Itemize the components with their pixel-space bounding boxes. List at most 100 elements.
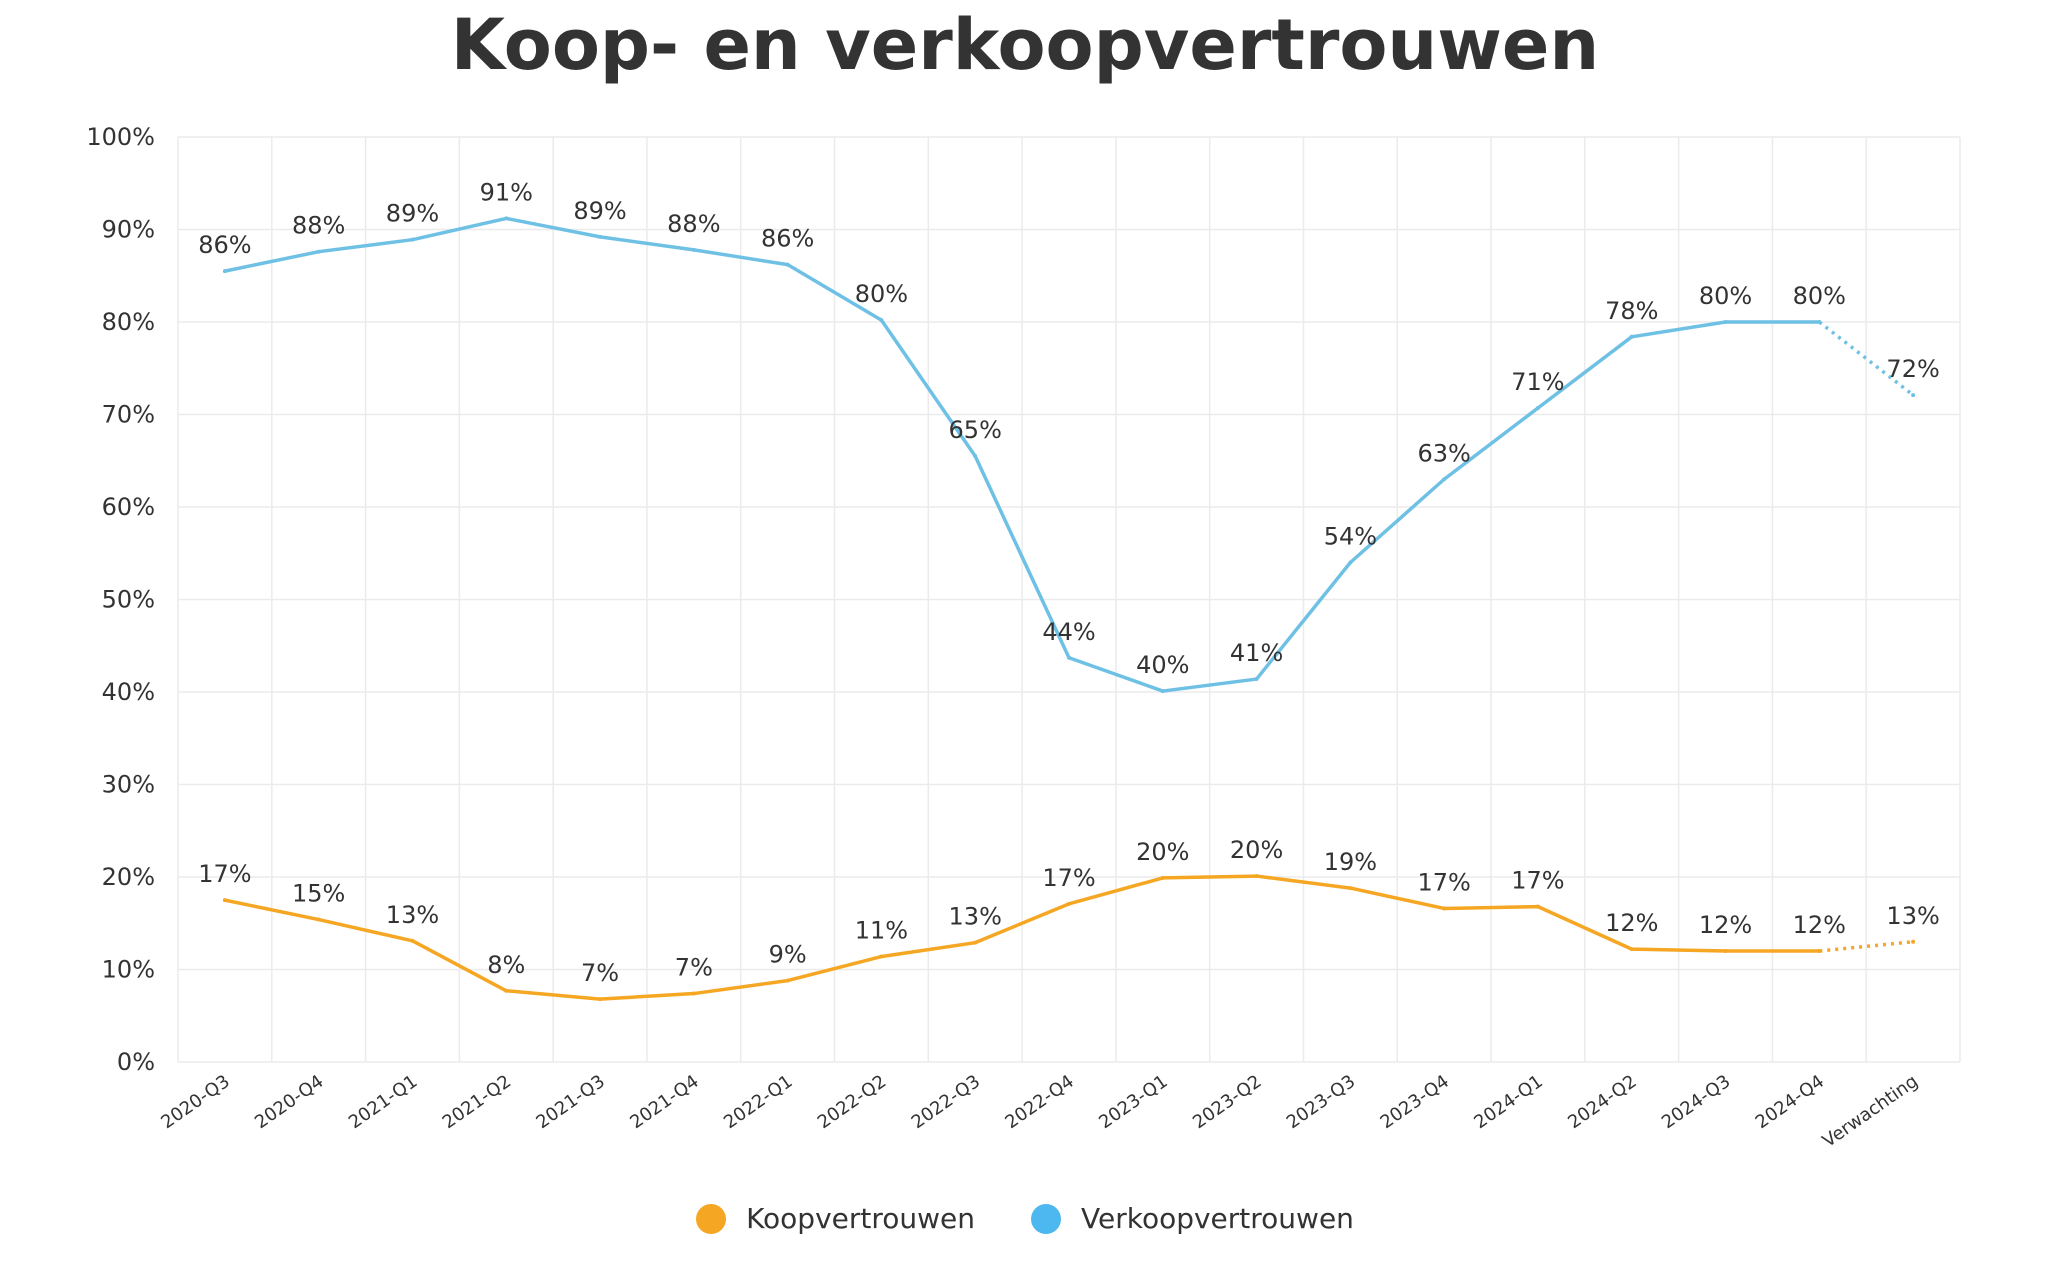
- data-label-verkoopvertrouwen: 89%: [573, 197, 626, 225]
- data-point-koopvertrouwen: [410, 938, 415, 943]
- data-point-verkoopvertrouwen: [1723, 320, 1728, 324]
- data-label-koopvertrouwen: 7%: [675, 954, 713, 982]
- data-point-verkoopvertrouwen: [1535, 406, 1540, 411]
- data-point-koopvertrouwen: [316, 917, 321, 922]
- x-tick-label: 2023-Q2: [1189, 1071, 1265, 1133]
- data-point-verkoopvertrouwen: [598, 234, 603, 239]
- x-tick-label: 2024-Q4: [1752, 1071, 1828, 1133]
- data-point-koopvertrouwen: [691, 991, 696, 996]
- series-line-koopvertrouwen: [223, 874, 1822, 1001]
- data-point-koopvertrouwen: [1535, 904, 1540, 909]
- data-label-koopvertrouwen: 17%: [1417, 868, 1470, 896]
- x-tick-label: 2022-Q3: [908, 1071, 984, 1133]
- data-point-verkoopvertrouwen: [1442, 477, 1447, 482]
- data-point-verkoopvertrouwen: [1629, 334, 1634, 339]
- x-tick-label: 2021-Q1: [345, 1071, 421, 1133]
- data-point-verkoopvertrouwen: [879, 318, 884, 323]
- y-tick-label: 100%: [86, 123, 155, 151]
- data-point-koopvertrouwen: [222, 898, 227, 903]
- x-tick-label: 2020-Q4: [251, 1071, 327, 1133]
- data-label-verkoopvertrouwen: 88%: [667, 210, 720, 238]
- y-tick-label: 50%: [102, 586, 155, 614]
- y-tick-label: 70%: [102, 401, 155, 429]
- data-point-verkoopvertrouwen: [1254, 677, 1259, 682]
- data-point-koopvertrouwen: [879, 954, 884, 959]
- x-tick-label: 2022-Q1: [720, 1071, 796, 1133]
- y-tick-label: 80%: [102, 308, 155, 336]
- x-tick-label: 2021-Q2: [439, 1071, 515, 1133]
- data-point-verkoopvertrouwen: [1817, 320, 1822, 324]
- legend-item-koopvertrouwen[interactable]: Koopvertrouwen: [696, 1202, 975, 1235]
- data-label-koopvertrouwen: 8%: [487, 951, 525, 979]
- y-tick-label: 90%: [102, 216, 155, 244]
- data-label-verkoopvertrouwen: 40%: [1136, 651, 1189, 679]
- data-label-koopvertrouwen: 7%: [581, 959, 619, 987]
- data-label-koopvertrouwen: 12%: [1793, 911, 1846, 939]
- data-label-verkoopvertrouwen: 80%: [1793, 282, 1846, 310]
- data-point-verkoopvertrouwen: [785, 262, 790, 267]
- data-label-verkoopvertrouwen: 80%: [1699, 282, 1752, 310]
- data-point-koopvertrouwen: [785, 978, 790, 983]
- x-tick-label: 2024-Q2: [1564, 1071, 1640, 1133]
- data-label-koopvertrouwen: 17%: [1042, 864, 1095, 892]
- data-point-verkoopvertrouwen: [410, 237, 415, 242]
- x-tick-label: 2023-Q1: [1095, 1071, 1171, 1133]
- data-label-koopvertrouwen: 11%: [855, 917, 908, 945]
- x-tick-label: 2023-Q3: [1283, 1071, 1359, 1133]
- data-point-koopvertrouwen: [973, 940, 978, 945]
- data-label-koopvertrouwen: 13%: [386, 901, 439, 929]
- data-point-verkoopvertrouwen: [973, 454, 978, 459]
- data-label-koopvertrouwen: 12%: [1699, 911, 1752, 939]
- data-point-verkoopvertrouwen: [1160, 689, 1165, 694]
- data-label-koopvertrouwen: 13%: [949, 903, 1002, 931]
- data-point-verkoopvertrouwen: [1348, 560, 1353, 565]
- data-label-verkoopvertrouwen: 88%: [292, 212, 345, 240]
- x-tick-label: 2021-Q3: [532, 1071, 608, 1133]
- data-point-verkoopvertrouwen: [316, 249, 321, 254]
- x-tick-label: 2021-Q4: [626, 1071, 702, 1133]
- data-label-verkoopvertrouwen: 78%: [1605, 297, 1658, 325]
- data-label-verkoopvertrouwen: 86%: [198, 231, 251, 259]
- data-point-verkoopvertrouwen: [504, 216, 509, 221]
- x-tick-label: 2022-Q4: [1001, 1071, 1077, 1133]
- label-layer: 17% 15% 13% 8% 7% 7% 9% 11% 13% 17% 20% 20% 19% 17% 17…: [198, 178, 1940, 987]
- data-point-verkoopvertrouwen: [1911, 393, 1916, 398]
- data-point-koopvertrouwen: [1723, 949, 1728, 953]
- data-point-koopvertrouwen: [1629, 947, 1634, 952]
- y-tick-label: 40%: [102, 678, 155, 706]
- legend-item-verkoopvertrouwen[interactable]: Verkoopvertrouwen: [1031, 1202, 1354, 1235]
- data-label-koopvertrouwen: 19%: [1324, 848, 1377, 876]
- data-point-koopvertrouwen: [1817, 949, 1822, 953]
- legend-swatch-verkoopvertrouwen: [1031, 1203, 1062, 1234]
- legend-swatch-koopvertrouwen: [696, 1203, 727, 1234]
- y-tick-label: 60%: [102, 493, 155, 521]
- axis-layer: 0% 10% 20% 30% 40% 50% 60% 70% 80% 90% 100% 2020-Q3…: [86, 123, 1922, 1152]
- data-point-koopvertrouwen: [1911, 939, 1916, 944]
- y-tick-label: 20%: [102, 863, 155, 891]
- y-tick-label: 0%: [117, 1048, 155, 1076]
- data-point-koopvertrouwen: [1442, 906, 1447, 911]
- x-tick-label: 2020-Q3: [157, 1071, 233, 1133]
- data-point-koopvertrouwen: [1254, 874, 1259, 879]
- y-tick-label: 10%: [102, 956, 155, 984]
- data-point-verkoopvertrouwen: [691, 247, 696, 252]
- data-label-koopvertrouwen: 9%: [769, 941, 807, 969]
- x-tick-label: 2024-Q3: [1658, 1071, 1734, 1133]
- legend-label-verkoopvertrouwen: Verkoopvertrouwen: [1081, 1202, 1354, 1235]
- data-label-koopvertrouwen: 20%: [1230, 836, 1283, 864]
- data-label-verkoopvertrouwen: 41%: [1230, 639, 1283, 667]
- data-label-koopvertrouwen: 20%: [1136, 838, 1189, 866]
- data-point-verkoopvertrouwen: [1067, 655, 1071, 660]
- data-label-koopvertrouwen: 13%: [1886, 902, 1939, 930]
- data-label-koopvertrouwen: 17%: [198, 860, 251, 888]
- x-tick-label: 2024-Q1: [1470, 1071, 1546, 1133]
- data-label-verkoopvertrouwen: 86%: [761, 225, 814, 253]
- x-tick-label: 2023-Q4: [1377, 1071, 1453, 1133]
- series-layer: [222, 216, 1916, 1002]
- data-point-koopvertrouwen: [504, 988, 509, 993]
- data-label-koopvertrouwen: 15%: [292, 880, 345, 908]
- data-label-verkoopvertrouwen: 71%: [1511, 368, 1564, 396]
- data-label-verkoopvertrouwen: 54%: [1324, 523, 1377, 551]
- legend: Koopvertrouwen Verkoopvertrouwen: [0, 1202, 2050, 1235]
